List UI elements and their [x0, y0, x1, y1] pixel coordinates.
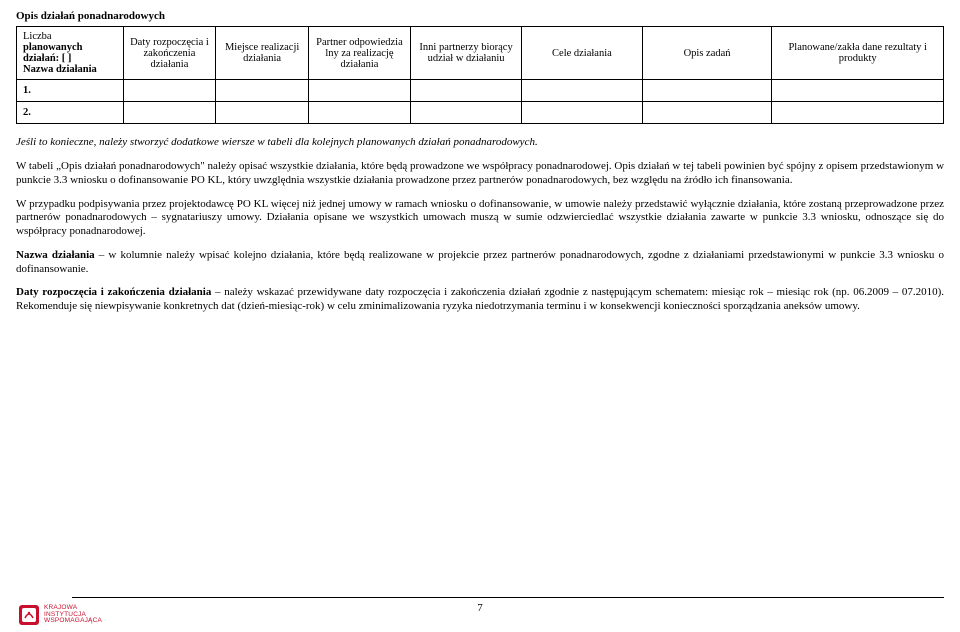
th-col4: Partner odpowiedzia lny za realizację dz…: [308, 27, 410, 80]
cell: [772, 102, 944, 124]
cell: [772, 80, 944, 102]
section-title: Opis działań ponadnarodowych: [16, 10, 944, 22]
table-header-row: Liczba planowanych działań: [ ] Nazwa dz…: [17, 27, 944, 80]
cell: [308, 80, 410, 102]
th-col1-l4: Nazwa działania: [23, 64, 97, 75]
th-col1-l1: Liczba: [23, 31, 52, 42]
th-col7: Opis zadań: [642, 27, 772, 80]
row1-num: 1.: [17, 80, 124, 102]
th-col1: Liczba planowanych działań: [ ] Nazwa dz…: [17, 27, 124, 80]
logo-text: KRAJOWA INSTYTUCJA WSPOMAGAJĄCA: [44, 605, 102, 625]
cell: [308, 102, 410, 124]
cell: [410, 102, 521, 124]
table-row: 2.: [17, 102, 944, 124]
th-col5: Inni partnerzy biorący udział w działani…: [410, 27, 521, 80]
cell: [522, 102, 643, 124]
th-col6: Cele działania: [522, 27, 643, 80]
p3-bold: Nazwa działania: [16, 249, 95, 261]
cell: [123, 80, 216, 102]
page-number: 7: [0, 602, 960, 614]
actions-table: Liczba planowanych działań: [ ] Nazwa dz…: [16, 26, 944, 124]
cell: [642, 80, 772, 102]
footer-divider: [72, 597, 944, 598]
cell: [522, 80, 643, 102]
footer-logo: KRAJOWA INSTYTUCJA WSPOMAGAJĄCA: [18, 604, 102, 626]
p4-bold: Daty rozpoczęcia i zakończenia działania: [16, 286, 211, 298]
th-col3: Miejsce realizacji działania: [216, 27, 309, 80]
cell: [216, 102, 309, 124]
cell: [642, 102, 772, 124]
p3-rest: – w kolumnie należy wpisać kolejno dział…: [16, 249, 944, 275]
cell: [410, 80, 521, 102]
th-col1-l3: działań: [ ]: [23, 53, 71, 64]
th-col8: Planowane/zakła dane rezultaty i produkt…: [772, 27, 944, 80]
logo-line3: WSPOMAGAJĄCA: [44, 617, 102, 624]
paragraph-2: W przypadku podpisywania przez projektod…: [16, 198, 944, 239]
cell: [123, 102, 216, 124]
paragraph-1: W tabeli „Opis działań ponadnarodowych" …: [16, 160, 944, 188]
paragraph-4: Daty rozpoczęcia i zakończenia działania…: [16, 286, 944, 314]
paragraph-3: Nazwa działania – w kolumnie należy wpis…: [16, 249, 944, 277]
cell: [216, 80, 309, 102]
logo-mark-icon: [18, 604, 40, 626]
table-row: 1.: [17, 80, 944, 102]
th-col1-l2: planowanych: [23, 42, 83, 53]
italic-note: Jeśli to konieczne, należy stworzyć doda…: [16, 136, 944, 148]
th-col2: Daty rozpoczęcia i zakończenia działania: [123, 27, 216, 80]
row2-num: 2.: [17, 102, 124, 124]
